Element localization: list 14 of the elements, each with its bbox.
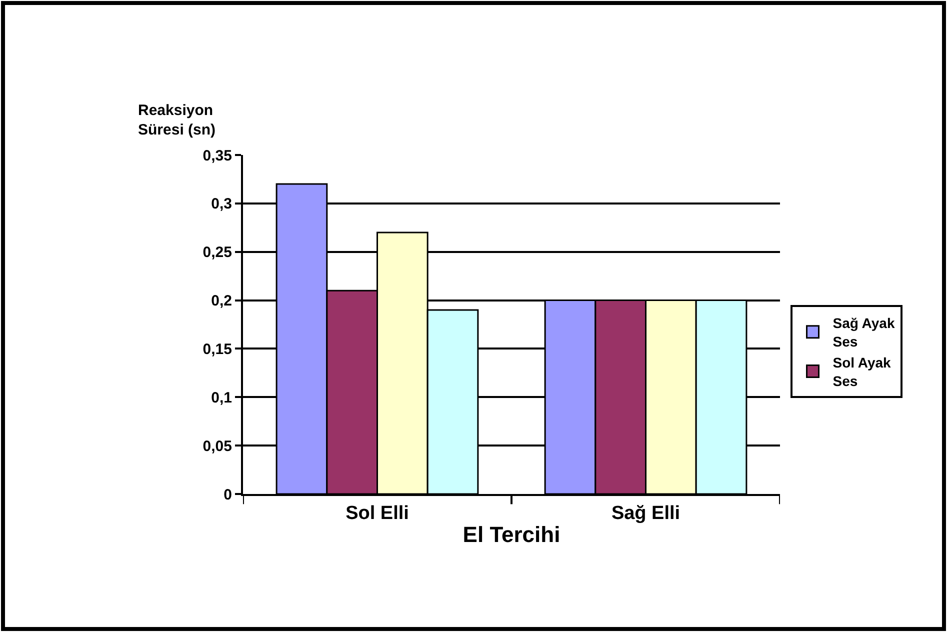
x-axis-title: El Tercihi xyxy=(462,522,560,548)
x-tick-label: Sol Elli xyxy=(346,502,409,524)
legend-label: Sağ Ayak Ses xyxy=(832,315,895,350)
y-tick-label: 0,15 xyxy=(202,340,232,358)
y-tick-label: 0,1 xyxy=(211,389,232,406)
x-tick-label: Sağ Elli xyxy=(611,502,680,524)
y-axis-title: Reaksiyon Süresi (sn) xyxy=(138,102,216,138)
y-tick-label: 0,3 xyxy=(211,196,232,213)
y-tick-label: 0,35 xyxy=(202,147,232,164)
y-tick-label: 0,05 xyxy=(202,438,232,455)
y-tick-label: 0,25 xyxy=(202,244,232,262)
y-tick-label: 0,2 xyxy=(211,292,232,310)
y-tick-label: 0 xyxy=(224,486,232,504)
legend-label: Sol Ayak Ses xyxy=(832,354,892,389)
